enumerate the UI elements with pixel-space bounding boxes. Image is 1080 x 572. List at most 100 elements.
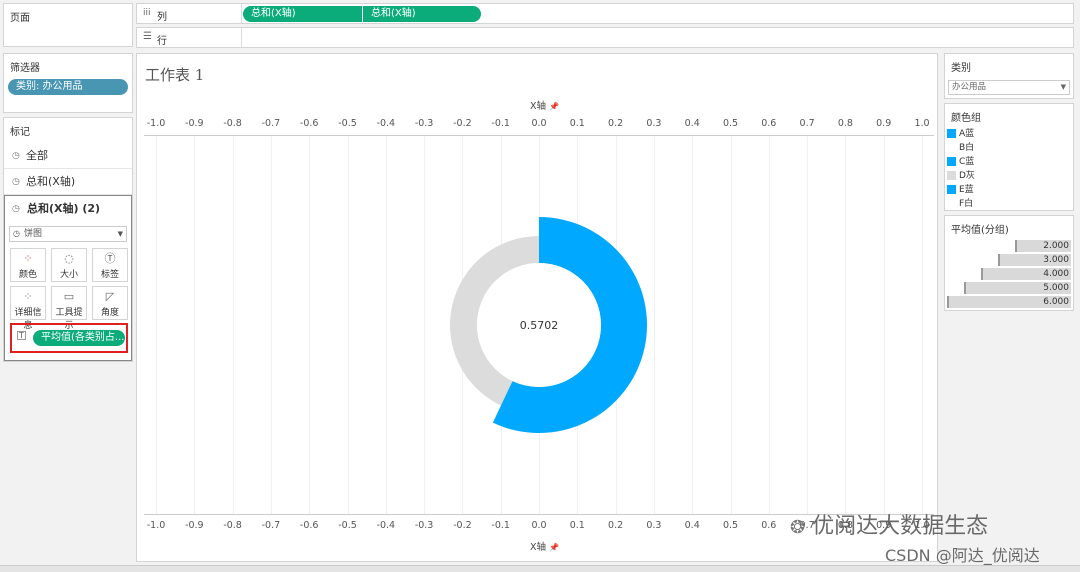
filter-pill[interactable]: 类别: 办公用品 [8, 79, 128, 95]
column-pill-2[interactable]: 总和(X轴) [363, 6, 481, 22]
x-tick-label: -0.4 [376, 520, 396, 531]
average-field-pill[interactable]: 平均值(各类别占... [33, 330, 125, 346]
x-tick-label: 0.9 [876, 520, 892, 531]
color-button-label: 颜色 [18, 270, 37, 280]
chevron-down-icon: ▼ [1060, 83, 1066, 91]
marks-panel: 标记 ◷ 全部 ◷ 总和(X轴) ◷ 总和(X轴) (2) ◷ 饼图 ▼ ⁘ 颜… [3, 117, 133, 362]
x-tick-label: 1.0 [914, 520, 930, 531]
x-tick-label: -0.8 [223, 520, 242, 531]
rows-label: 行 [157, 36, 167, 47]
x-tick-label: 0.8 [837, 520, 853, 531]
size-legend-label: 2.000 [1043, 241, 1069, 251]
tooltip-icon: ▭ [63, 290, 75, 303]
color-legend: 颜色组 A蓝 B白 C蓝 D灰 E蓝 F白 [944, 103, 1074, 211]
x-tick-label: -0.9 [185, 118, 204, 129]
pin-icon: 📌 [549, 543, 560, 552]
color-legend-label: A蓝 [959, 129, 975, 139]
x-tick-label: -0.7 [261, 118, 281, 129]
pin-icon: 📌 [549, 102, 560, 111]
x-axis-title-bottom: X轴 📌 [530, 539, 559, 553]
wechat-watermark: ❂ 优阅达大数据生态 [790, 508, 988, 540]
gridline [194, 136, 196, 514]
detail-button[interactable]: ⁘ 详细信息 [10, 286, 46, 331]
x-tick-label: 0.0 [531, 118, 547, 129]
marks-card-x2[interactable]: ◷ 总和(X轴) (2) [5, 196, 131, 222]
detail-button-label: 详细信息 [14, 308, 42, 331]
angle-button[interactable]: ◸ 角度 [92, 286, 128, 320]
x-tick-label: 0.4 [684, 118, 700, 129]
columns-icon: iii [143, 8, 151, 18]
worksheet-view[interactable]: 工作表 1 X轴 📌 -1.0 -0.9 -0.8 -0.7 -0.6 -0.5 -0.4 -… [136, 53, 938, 562]
tooltip-button[interactable]: ▭ 工具提示 [51, 286, 87, 331]
rows-shelf[interactable]: ☰ 行 [136, 27, 1074, 48]
x-tick-label: 0.6 [761, 520, 777, 531]
size-legend-bar[interactable] [947, 296, 1071, 308]
color-legend-label: C蓝 [959, 157, 975, 167]
watermark-line1: 优阅达大数据生态 [812, 514, 989, 539]
size-legend-items: 2.000 3.000 4.000 5.000 6.000 [945, 240, 1073, 310]
color-legend-items: A蓝 B白 C蓝 D灰 E蓝 F白 [945, 127, 1073, 211]
filters-title: 筛选器 [10, 63, 40, 74]
marks-card-x1[interactable]: ◷ 总和(X轴) [4, 169, 132, 195]
size-legend: 平均值(分组) 2.000 3.000 4.000 5.000 6.000 [944, 215, 1074, 311]
donut-slice-value[interactable] [492, 217, 647, 434]
size-legend-title: 平均值(分组) [951, 225, 1009, 236]
category-dropdown-value: 办公用品 [952, 82, 987, 92]
chart-area: X轴 📌 -1.0 -0.9 -0.8 -0.7 -0.6 -0.5 -0.4 -0.3 -0.… [144, 94, 934, 559]
x-tick-label: -0.8 [223, 118, 242, 129]
x-tick-label: -1.0 [146, 118, 166, 129]
gridline [807, 136, 809, 514]
clock-icon: ◷ [12, 151, 20, 161]
field-pill-highlight: T 平均值(各类别占... [10, 323, 128, 353]
gridline [270, 136, 272, 514]
gridline [232, 136, 234, 514]
mark-type-dropdown[interactable]: ◷ 饼图 ▼ [9, 226, 127, 242]
label-button-label: 标签 [100, 270, 119, 280]
x-tick-label: -0.5 [338, 118, 357, 129]
x-tick-label: 0.1 [569, 520, 585, 531]
x-axis-bottom: -1.0 -0.9 -0.8 -0.7 -0.6 -0.5 -0.4 -0.3 -0.2 -0.1… [144, 520, 934, 534]
donut-hole [477, 263, 601, 387]
x-tick-label: -0.4 [376, 118, 396, 129]
color-button[interactable]: ⁘ 颜色 [10, 248, 46, 282]
x-tick-label: -0.3 [414, 118, 434, 129]
donut-slice-remainder[interactable] [449, 236, 539, 406]
size-legend-label: 3.000 [1043, 255, 1069, 265]
color-swatch [947, 157, 956, 166]
x-tick-label: 0.5 [722, 118, 739, 129]
size-legend-bar[interactable] [998, 254, 1071, 266]
x-tick-label: -0.1 [491, 520, 510, 531]
size-legend-bar[interactable] [964, 282, 1071, 294]
x-tick-label: -0.1 [491, 118, 510, 129]
pages-panel[interactable]: 页面 [3, 3, 133, 47]
size-legend-label: 6.000 [1043, 297, 1069, 307]
tooltip-button-label: 工具提示 [55, 308, 83, 331]
text-field-icon: T [17, 331, 26, 340]
x-tick-label: 0.7 [799, 118, 815, 129]
size-button-label: 大小 [59, 270, 78, 280]
filters-panel[interactable]: 筛选器 类别: 办公用品 [3, 53, 133, 113]
color-swatch [947, 143, 956, 152]
columns-divider [241, 4, 242, 23]
size-legend-bar[interactable] [1015, 240, 1071, 252]
label-button[interactable]: Ⓣ 标签 [92, 248, 128, 282]
clock-icon: ◷ [12, 177, 20, 187]
x-tick-label: -0.6 [299, 118, 319, 129]
size-button[interactable]: ◌ 大小 [51, 248, 87, 282]
mark-type-label: 饼图 [24, 229, 43, 239]
gridline [385, 136, 387, 514]
columns-shelf[interactable]: iii 列 总和(X轴) 总和(X轴) [136, 3, 1074, 24]
category-filter-card: 类别 办公用品 ▼ [944, 53, 1074, 99]
x-axis-title-top-label: X轴 [530, 101, 547, 112]
color-legend-title: 颜色组 [951, 113, 981, 124]
worksheet-title: 工作表 1 [145, 66, 205, 84]
donut-chart[interactable]: 0.5702 [144, 136, 934, 514]
gridline [347, 136, 349, 514]
size-legend-bar[interactable] [981, 268, 1071, 280]
x-tick-label: -0.7 [261, 520, 281, 531]
category-dropdown[interactable]: 办公用品 ▼ [948, 80, 1070, 95]
x-tick-label: -0.2 [453, 520, 472, 531]
marks-card-all[interactable]: ◷ 全部 [4, 143, 132, 169]
column-pill-1[interactable]: 总和(X轴) [243, 6, 362, 22]
gridline [424, 136, 426, 514]
